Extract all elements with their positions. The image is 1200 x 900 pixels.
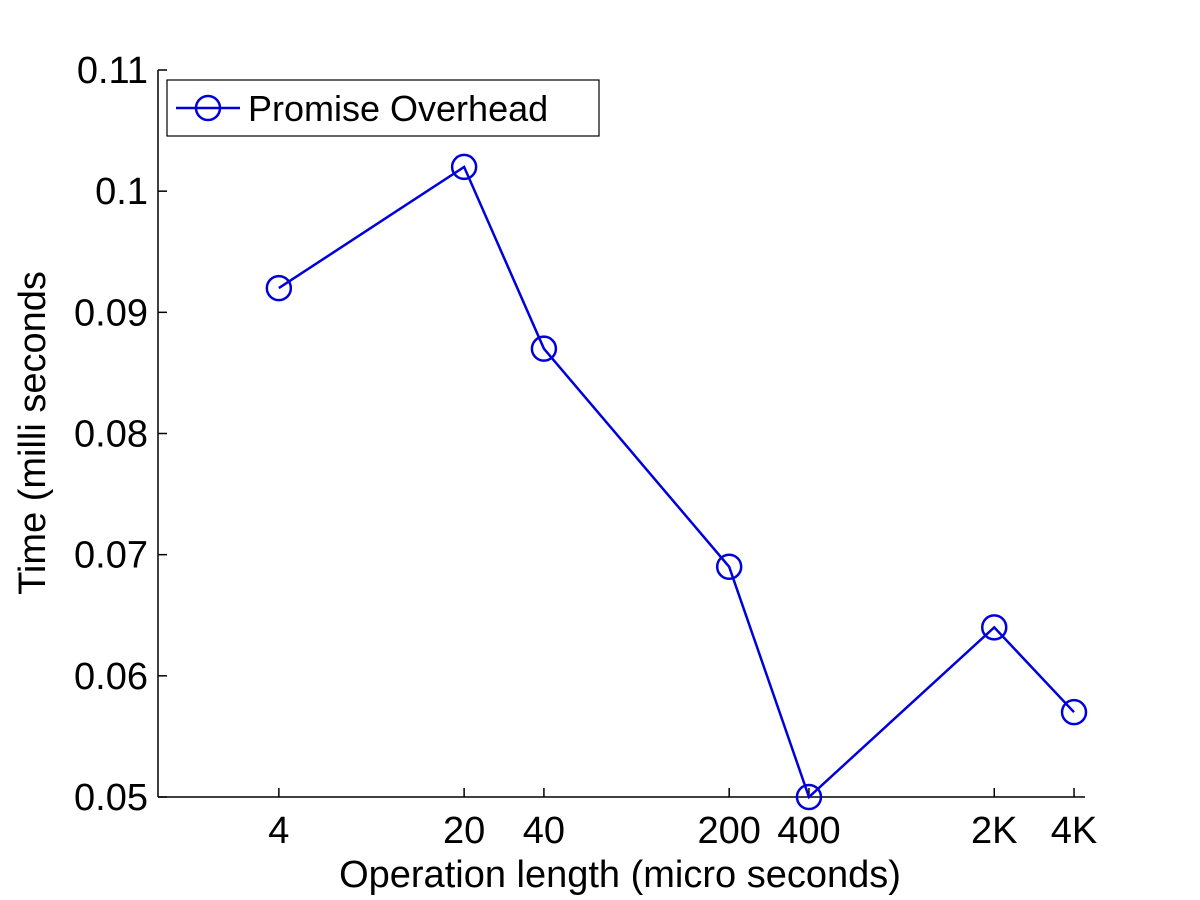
y-tick-label: 0.08 [74,414,148,456]
data-point [450,153,478,181]
x-tick-label: 4 [268,810,289,852]
x-tick-label: 40 [523,810,565,852]
data-point [1060,698,1088,726]
x-tick-label: 20 [443,810,485,852]
legend: Promise Overhead [166,79,600,137]
data-point [530,335,558,362]
y-tick-label: 0.11 [77,50,148,92]
data-point [795,783,823,811]
data-point [980,614,1008,641]
y-ticks: 0.05 0.06 0.07 0.08 0.09 0.1 0.11 [74,50,167,819]
plot-axes [157,70,1085,798]
y-tick-label: 0.05 [74,777,148,819]
data-point [715,553,743,581]
y-tick-label: 0.09 [74,292,148,334]
y-tick-label: 0.06 [74,656,148,698]
x-tick-label: 2K [971,810,1017,852]
x-axis-label: Operation length (micro seconds) [339,854,901,896]
series-line [278,165,1075,800]
legend-marker-swatch [194,94,222,122]
y-tick-label: 0.1 [95,171,148,213]
x-ticks: 4 20 40 200 400 2K 4K [268,788,1097,852]
x-tick-label: 4K [1051,810,1097,852]
y-axis-label: Time (milli seconds [12,271,54,595]
y-tick-label: 0.07 [74,535,148,577]
x-tick-label: 400 [777,810,840,852]
series-group [265,153,1088,811]
data-point [265,274,293,302]
legend-label: Promise Overhead [248,88,548,129]
x-tick-label: 200 [697,810,760,852]
